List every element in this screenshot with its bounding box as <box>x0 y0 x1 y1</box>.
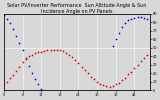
Point <box>146 18 148 20</box>
Point <box>139 61 142 62</box>
Point <box>118 82 120 84</box>
Point <box>34 52 36 54</box>
Point <box>130 18 133 20</box>
Point <box>124 77 126 78</box>
Point <box>133 17 136 19</box>
Point <box>40 51 42 53</box>
Point <box>9 78 11 79</box>
Point <box>142 17 145 19</box>
Point <box>18 42 21 43</box>
Point <box>21 50 24 51</box>
Point <box>133 67 136 69</box>
Point <box>136 64 139 66</box>
Point <box>111 45 114 47</box>
Point <box>62 50 64 52</box>
Point <box>31 73 33 74</box>
Point <box>37 51 39 53</box>
Point <box>139 16 142 18</box>
Point <box>127 20 129 21</box>
Point <box>96 81 98 83</box>
Point <box>3 14 5 16</box>
Point <box>6 81 8 83</box>
Point <box>77 62 80 64</box>
Point <box>65 52 67 54</box>
Point <box>24 57 27 59</box>
Point <box>9 22 11 24</box>
Point <box>21 62 24 63</box>
Point <box>37 84 39 85</box>
Point <box>15 35 18 37</box>
Point <box>71 56 74 58</box>
Point <box>74 59 77 60</box>
Point <box>93 78 95 80</box>
Point <box>28 65 30 66</box>
Point <box>3 83 5 84</box>
Point <box>146 54 148 55</box>
Point <box>130 71 133 72</box>
Point <box>59 50 61 51</box>
Point <box>6 18 8 20</box>
Point <box>49 50 52 51</box>
Point <box>46 50 49 51</box>
Point <box>15 70 18 72</box>
Point <box>115 84 117 85</box>
Point <box>127 73 129 75</box>
Title: Solar PV/Inverter Performance  Sun Altitude Angle & Sun Incidence Angle on PV Pa: Solar PV/Inverter Performance Sun Altitu… <box>7 3 147 14</box>
Point <box>31 54 33 55</box>
Point <box>52 50 55 51</box>
Point <box>111 85 114 87</box>
Point <box>115 38 117 40</box>
Point <box>12 28 15 30</box>
Point <box>142 57 145 59</box>
Point <box>28 56 30 57</box>
Point <box>108 86 111 88</box>
Point <box>40 88 42 90</box>
Point <box>34 78 36 80</box>
Point <box>56 50 58 51</box>
Point <box>121 79 123 81</box>
Point <box>118 32 120 34</box>
Point <box>124 22 126 24</box>
Point <box>121 26 123 28</box>
Point <box>90 76 92 78</box>
Point <box>87 73 89 74</box>
Point <box>102 84 105 86</box>
Point <box>18 66 21 67</box>
Point <box>43 50 46 52</box>
Point <box>68 54 70 55</box>
Point <box>105 85 108 87</box>
Point <box>136 16 139 18</box>
Point <box>80 66 83 67</box>
Point <box>83 69 86 71</box>
Point <box>99 83 101 84</box>
Point <box>24 58 27 60</box>
Point <box>12 74 15 76</box>
